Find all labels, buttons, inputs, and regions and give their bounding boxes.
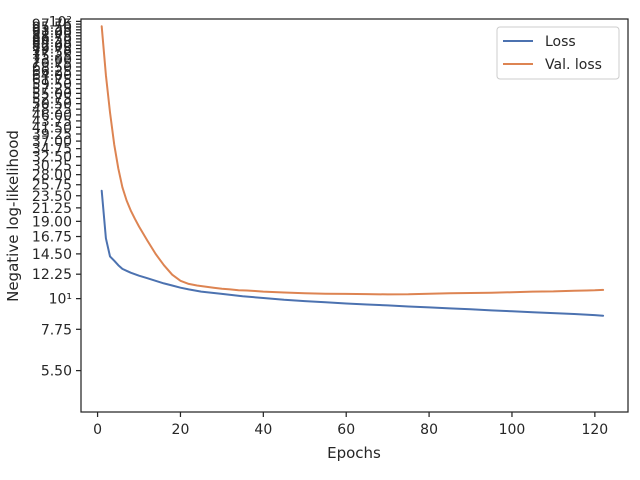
y-tick-label: 21.25 (32, 201, 72, 217)
x-tick-label: 80 (420, 422, 438, 438)
y-tick-label: 86.50 (32, 32, 72, 48)
x-axis-label: Epochs (327, 444, 381, 462)
x-tick-label: 20 (172, 422, 190, 438)
y-tick-label: 95.50 (32, 20, 72, 36)
y-tick-label: 97.75 (32, 17, 72, 33)
plot-area (80, 18, 629, 413)
y-tick-label: 39.25 (32, 127, 72, 143)
y-tick-label: 25.75 (32, 178, 72, 194)
y-tick-label: 91.00 (32, 26, 72, 42)
y-tick-label: 19.00 (32, 214, 72, 230)
y-tick-label: 64.00 (32, 68, 72, 84)
y-axis: 5.50 7.75 10¹ 12.25 14.5016.7519.0021.2523.5… (32, 14, 81, 380)
y-tick-label: 43.75 (32, 114, 72, 130)
series-line-loss (100, 189, 605, 317)
y-tick-label: 12.25 (32, 267, 72, 283)
x-tick-label: 100 (499, 422, 526, 438)
y-tick-label: 66.25 (32, 64, 72, 80)
y-tick-label: 77.50 (32, 45, 72, 61)
x-tick-label: 60 (337, 422, 355, 438)
y-tick-label: 23.50 (32, 189, 72, 205)
y-tick-label: 73.00 (32, 52, 72, 68)
y-tick-label: 46.00 (32, 108, 72, 124)
x-tick-label: 40 (254, 422, 272, 438)
y-tick-label: 68.50 (32, 60, 72, 76)
y-tick-label: 82.00 (32, 38, 72, 54)
y-tick-label: 28.00 (32, 168, 72, 184)
plot-background (81, 19, 628, 412)
y-tick-label: 93.25 (32, 23, 72, 39)
y-tick-label: 10¹ (49, 292, 72, 308)
y-tick-label: 61.75 (32, 72, 72, 88)
x-tick-label: 0 (93, 422, 102, 438)
legend-label-loss: Loss (545, 34, 576, 50)
y-axis-label: Negative log-likelihood (4, 130, 22, 302)
y-tick-label: 59.50 (32, 77, 72, 93)
y-tick-label: 84.25 (32, 35, 72, 51)
y-tick-label: 70.75 (32, 56, 72, 72)
y-tick-label: 55.00 (32, 86, 72, 102)
y-tick-label: 79.75 (32, 42, 72, 58)
y-tick-label: 10² (49, 14, 72, 30)
y-tick-label: 52.75 (32, 91, 72, 107)
y-tick-label: 16.75 (32, 230, 72, 246)
y-tick-label: 50.50 (32, 97, 72, 113)
series-line-val-loss (100, 25, 605, 296)
legend: Loss Val. loss (496, 26, 620, 80)
plot-frame (80, 18, 629, 413)
x-axis: 0 20 40 60 80 100 120 (93, 412, 608, 438)
y-tick-label: 48.25 (32, 102, 72, 118)
y-tick-label: 37.00 (32, 134, 72, 150)
y-tick-label: 75.25 (32, 49, 72, 65)
y-tick-label: 7.75 (41, 322, 72, 338)
y-tick-label: 88.75 (32, 29, 72, 45)
y-tick-label: 41.50 (32, 120, 72, 136)
y-tick-label: 32.50 (32, 150, 72, 166)
y-tick-label: 5.50 (41, 364, 72, 380)
series-layer (100, 25, 605, 317)
x-tick-label: 120 (581, 422, 608, 438)
y-tick-label: 14.50 (32, 247, 72, 263)
y-tick-label: 34.75 (32, 142, 72, 158)
y-tick-label: 30.25 (32, 158, 72, 174)
legend-label-val-loss: Val. loss (545, 57, 602, 73)
y-tick-label: 57.25 (32, 82, 72, 98)
